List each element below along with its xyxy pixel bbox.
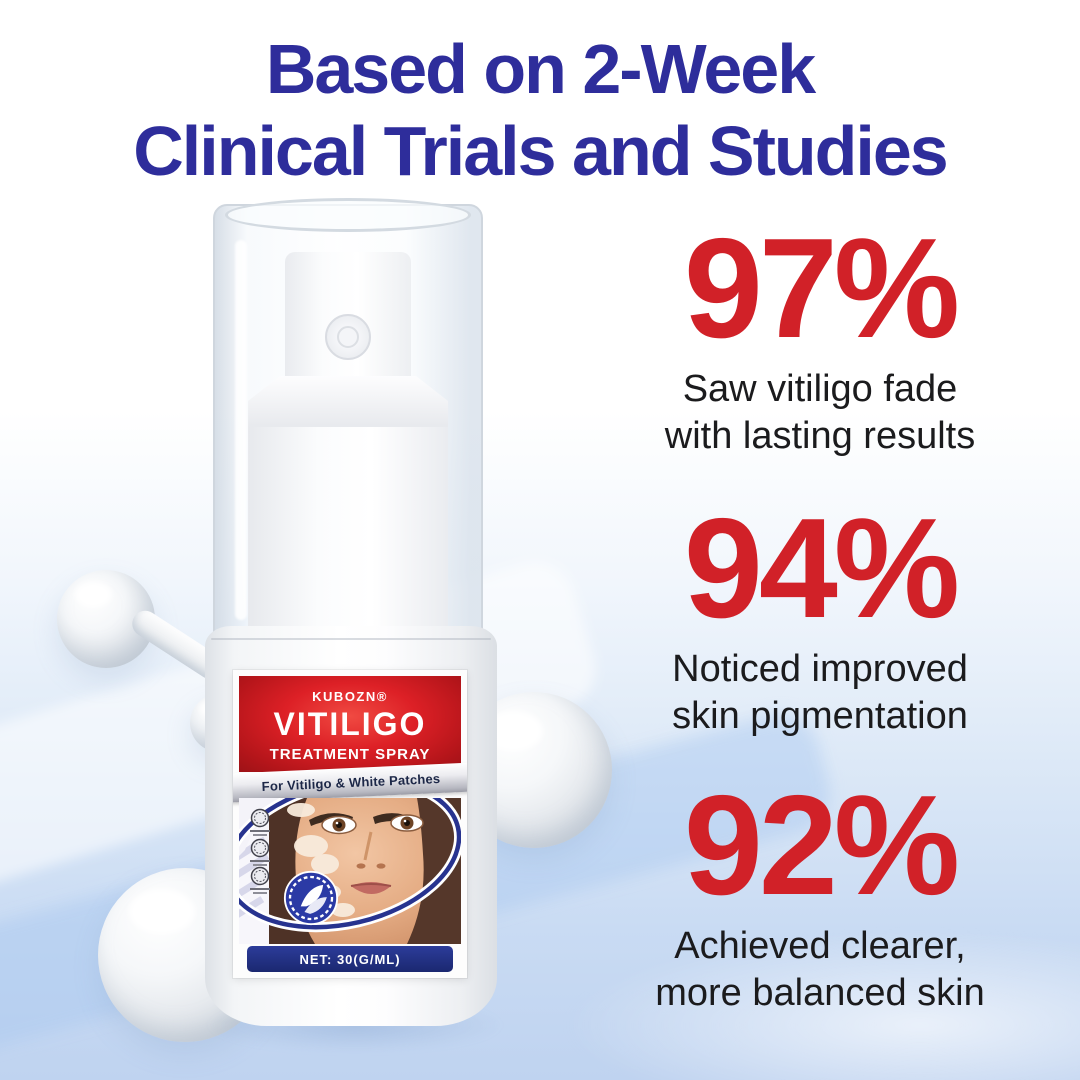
product-name: VITILIGO xyxy=(273,706,427,742)
bottle-neck xyxy=(248,427,448,645)
stat-description: Saw vitiligo fade with lasting results xyxy=(664,368,976,457)
stat-description: Noticed improved skin pigmentation xyxy=(672,648,968,737)
headline: Based on 2-Week Clinical Trials and Stud… xyxy=(0,28,1080,192)
stat-block: 97% Saw vitiligo fade with lasting resul… xyxy=(588,218,1052,460)
stat-block: 94% Noticed improved skin pigmentation xyxy=(588,498,1052,740)
brand-name: KUBOZN® xyxy=(312,689,388,704)
label-red-panel: KUBOZN® VITILIGO TREATMENT SPRAY xyxy=(239,676,461,772)
spray-nozzle-icon xyxy=(325,314,371,360)
headline-line2: Clinical Trials and Studies xyxy=(133,112,948,190)
product-subtitle: TREATMENT SPRAY xyxy=(269,746,431,763)
leaf-badge-icon xyxy=(283,870,339,926)
bottle-seam xyxy=(211,638,491,640)
stat-description: Achieved clearer, more balanced skin xyxy=(655,925,985,1014)
product-label: KUBOZN® VITILIGO TREATMENT SPRAY For Vit… xyxy=(233,670,467,978)
bottle-clear-cap xyxy=(213,198,483,646)
cap-rim xyxy=(225,198,471,232)
product-bottle: KUBOZN® VITILIGO TREATMENT SPRAY For Vit… xyxy=(205,198,497,1030)
stat-value: 92% xyxy=(683,766,960,925)
stat-value: 97% xyxy=(683,209,960,368)
stat-value: 94% xyxy=(683,489,960,648)
background-highlight xyxy=(560,930,1080,1080)
headline-line1: Based on 2-Week xyxy=(265,30,816,108)
pump-collar xyxy=(248,376,448,428)
net-weight: NET: 30(G/ML) xyxy=(247,946,453,972)
spray-pump xyxy=(285,252,411,378)
certification-stamp-icon xyxy=(247,866,273,901)
cap-highlight xyxy=(235,240,247,620)
stat-block: 92% Achieved clearer, more balanced skin xyxy=(588,775,1052,1017)
